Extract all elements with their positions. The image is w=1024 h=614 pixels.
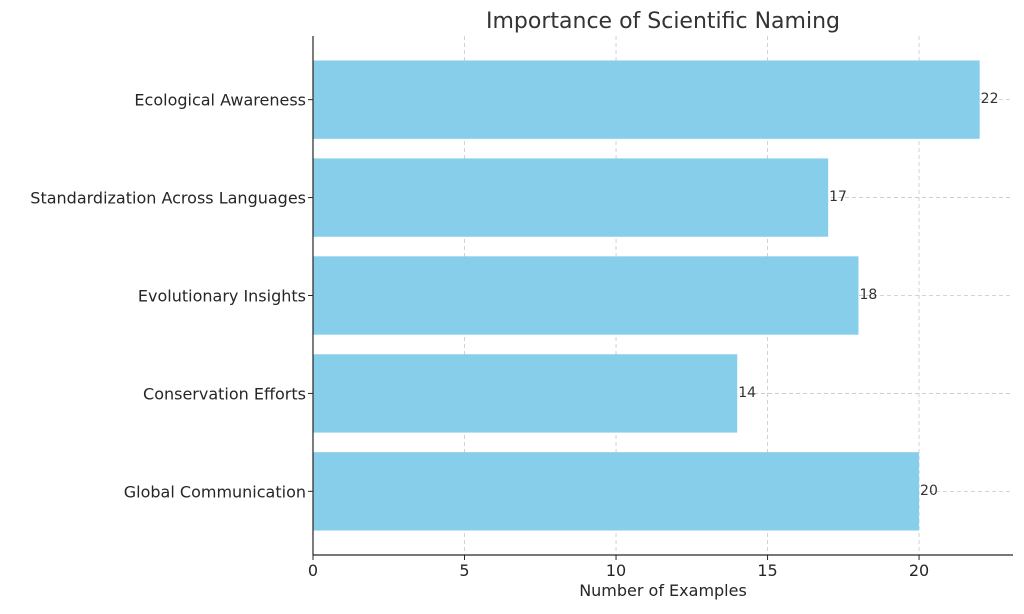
- bar: [313, 158, 829, 237]
- y-tick-label: Ecological Awareness: [134, 91, 306, 110]
- y-tick-label: Conservation Efforts: [143, 384, 306, 403]
- data-label: 17: [829, 189, 847, 205]
- label-layer: 20 Global Communication 14 Conservation Eff…: [30, 91, 998, 580]
- axis-layer: [308, 36, 1013, 560]
- x-axis-label: Number of Examples: [579, 581, 747, 600]
- bar: [313, 452, 920, 531]
- x-tick-label: 15: [757, 561, 777, 580]
- y-tick-label: Standardization Across Languages: [30, 189, 306, 208]
- bar: [313, 60, 980, 139]
- bar: [313, 354, 738, 433]
- x-tick-label: 20: [909, 561, 929, 580]
- x-tick-label: 10: [606, 561, 626, 580]
- data-label: 18: [859, 287, 877, 303]
- chart-title: Importance of Scientific Naming: [486, 9, 840, 34]
- y-tick-label: Global Communication: [124, 482, 306, 501]
- data-label: 14: [738, 385, 756, 401]
- bar-layer: [313, 60, 980, 531]
- data-label: 22: [981, 91, 999, 107]
- y-tick-label: Evolutionary Insights: [138, 287, 306, 306]
- x-tick-label: 5: [459, 561, 469, 580]
- bar: [313, 256, 859, 335]
- data-label: 20: [920, 483, 938, 499]
- x-tick-label: 0: [308, 561, 318, 580]
